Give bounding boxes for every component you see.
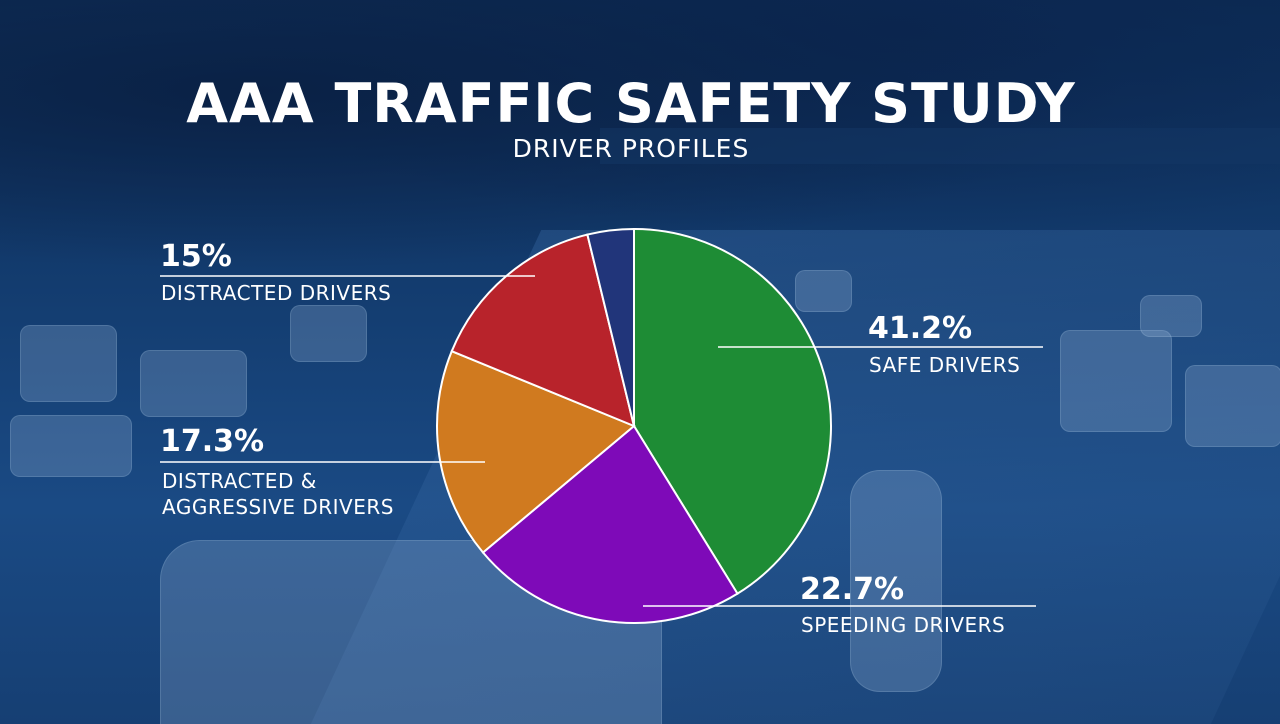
slice-safe-drivers xyxy=(633,227,832,596)
chart-title: AAA TRAFFIC SAFETY STUDY xyxy=(186,72,1076,135)
slice-other xyxy=(586,227,635,427)
background-car xyxy=(1060,330,1172,432)
background-car xyxy=(290,305,367,362)
background-car xyxy=(10,415,132,477)
background-car xyxy=(140,350,247,417)
distracted-aggressive-percent-label: 17.3% xyxy=(160,424,265,459)
background-motorcycle xyxy=(850,470,942,692)
background-car xyxy=(795,270,852,312)
background-car xyxy=(1185,365,1280,447)
slice-distracted-aggressive-drivers xyxy=(436,349,636,554)
distracted-aggressive-name-line2: AGGRESSIVE DRIVERS xyxy=(162,495,394,519)
chart-subtitle: DRIVER PROFILES xyxy=(512,134,750,163)
distracted-name-label: DISTRACTED DRIVERS xyxy=(161,281,392,305)
safe-name-label: SAFE DRIVERS xyxy=(869,353,1021,377)
background-car xyxy=(1140,295,1202,337)
speeding-percent-label: 22.7% xyxy=(800,572,905,607)
distracted-percent-label: 15% xyxy=(160,239,232,274)
background-car xyxy=(20,325,117,402)
slice-speeding-drivers xyxy=(481,424,739,624)
safe-percent-label: 41.2% xyxy=(868,311,973,346)
overpass xyxy=(600,128,1280,164)
speeding-name-label: SPEEDING DRIVERS xyxy=(801,613,1006,637)
distracted-aggressive-name-line1: DISTRACTED & xyxy=(162,469,317,493)
